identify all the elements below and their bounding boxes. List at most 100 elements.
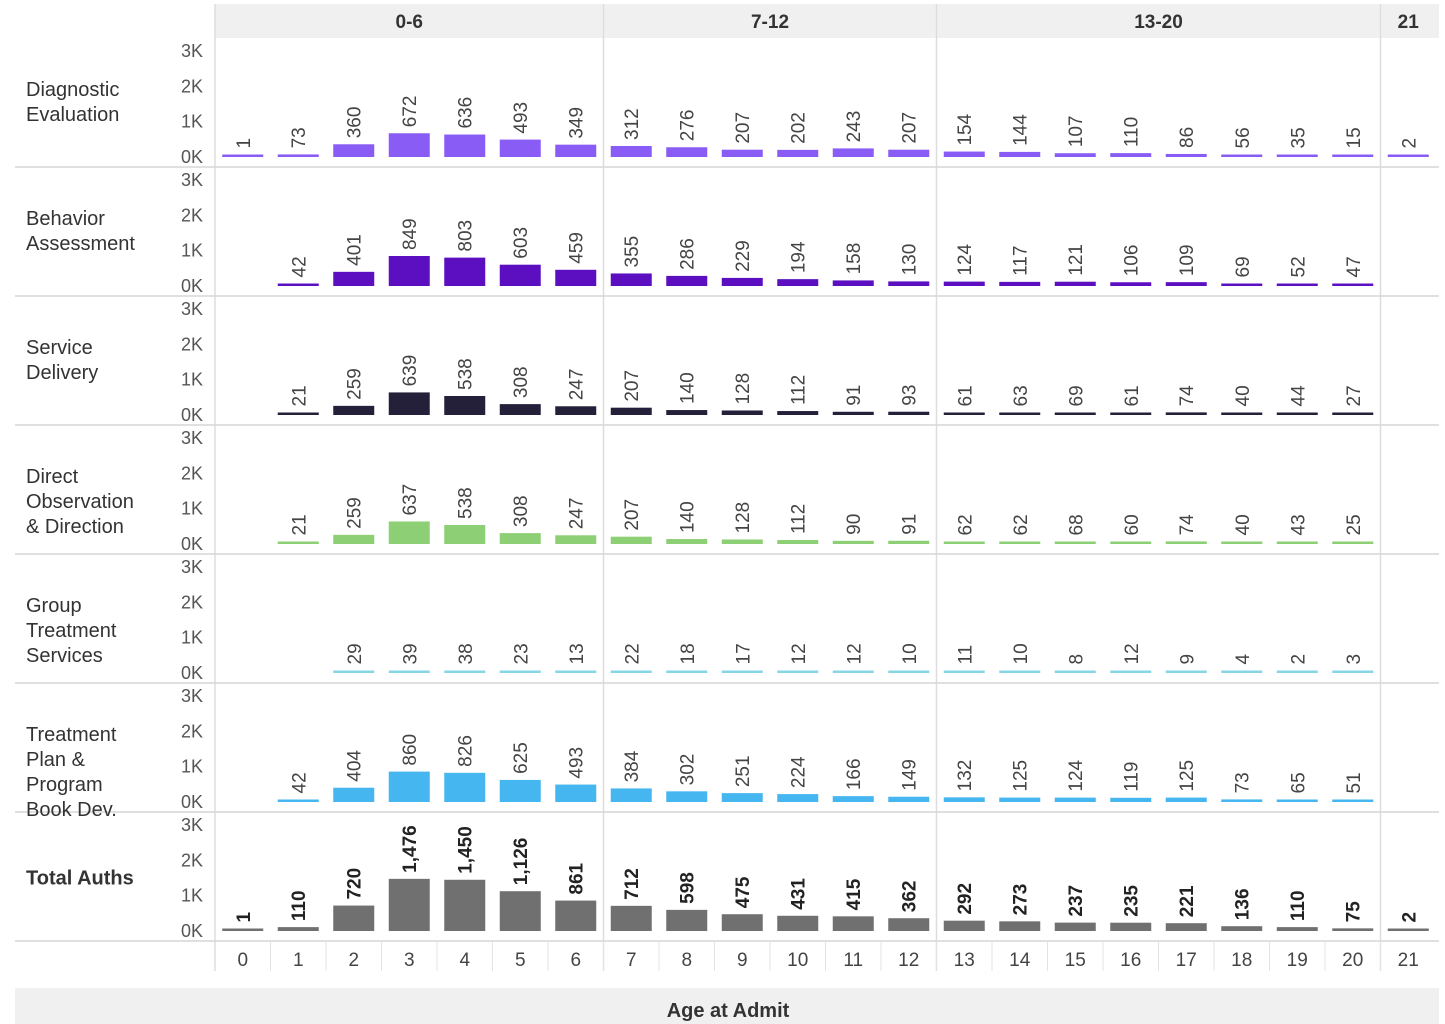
bar: [943, 670, 985, 673]
y-tick-label: 2K: [181, 76, 203, 96]
data-label: 40: [1233, 514, 1254, 535]
bar: [721, 914, 763, 931]
data-label: 158: [844, 243, 865, 275]
bar: [333, 144, 375, 157]
bar: [444, 879, 486, 931]
bar: [1054, 922, 1096, 931]
bar: [388, 392, 430, 415]
data-label: 207: [622, 499, 643, 531]
data-label: 68: [1066, 514, 1087, 535]
data-label: 69: [1066, 385, 1087, 406]
data-label: 23: [511, 643, 532, 664]
bar: [721, 670, 763, 673]
data-label: 9: [1177, 654, 1198, 665]
bar: [1221, 283, 1263, 286]
data-label: 17: [733, 643, 754, 664]
bar: [610, 273, 652, 286]
data-label: 125: [1011, 760, 1032, 792]
bar: [277, 927, 319, 931]
row-label: Observation: [26, 491, 134, 513]
bar: [333, 787, 375, 802]
data-label: 247: [567, 498, 588, 530]
bar: [943, 797, 985, 802]
bar: [1276, 154, 1318, 157]
bar: [610, 145, 652, 157]
data-label: 110: [1122, 117, 1143, 147]
data-label: 636: [456, 97, 477, 129]
bar: [555, 269, 597, 286]
bar: [388, 670, 430, 673]
data-label: 25: [1344, 514, 1365, 535]
data-label: 110: [289, 890, 310, 921]
data-label: 401: [345, 234, 366, 266]
x-tick-label: 8: [681, 950, 692, 971]
bar: [999, 541, 1041, 544]
bar: [999, 412, 1041, 415]
x-tick-label: 16: [1120, 950, 1141, 971]
bar: [1165, 797, 1207, 802]
bar: [1054, 281, 1096, 286]
bar: [277, 283, 319, 286]
bar: [721, 410, 763, 415]
column-group-label: 13-20: [1134, 12, 1183, 33]
bar: [832, 280, 874, 286]
bar: [832, 916, 874, 931]
x-tick-label: 1: [293, 950, 304, 971]
data-label: 73: [289, 127, 310, 148]
data-label: 404: [345, 750, 366, 782]
y-tick-label: 3K: [181, 686, 203, 706]
data-label: 360: [345, 107, 366, 139]
y-tick-label: 0K: [181, 792, 203, 812]
x-tick-label: 15: [1065, 950, 1086, 971]
data-label: 154: [955, 113, 976, 145]
bar: [277, 541, 319, 544]
data-label: 292: [955, 883, 976, 915]
data-label: 44: [1288, 385, 1309, 407]
data-label: 1: [234, 138, 255, 149]
bar: [721, 277, 763, 286]
data-label: 276: [678, 110, 699, 142]
y-tick-label: 3K: [181, 428, 203, 448]
data-label: 13: [567, 643, 588, 664]
data-label: 106: [1122, 245, 1143, 277]
data-label: 431: [789, 878, 810, 910]
data-label: 1,126: [511, 838, 532, 886]
data-label: 235: [1122, 885, 1143, 917]
bar: [1332, 154, 1374, 157]
data-label: 538: [456, 487, 477, 519]
data-label: 2: [1399, 138, 1420, 149]
data-label: 144: [1011, 114, 1032, 146]
bar: [277, 412, 319, 415]
data-label: 826: [456, 735, 477, 767]
data-label: 349: [567, 107, 588, 139]
bar: [1110, 153, 1152, 157]
row-label: Book Dev.: [26, 799, 117, 821]
bar: [777, 279, 819, 286]
data-label: 74: [1177, 514, 1198, 536]
data-label: 35: [1288, 127, 1309, 148]
row-label: Treatment: [26, 620, 117, 642]
bar: [1221, 154, 1263, 157]
data-label: 121: [1066, 244, 1087, 276]
bar: [1165, 670, 1207, 673]
bar: [1221, 412, 1263, 415]
data-label: 124: [955, 243, 976, 275]
data-label: 8: [1066, 654, 1087, 665]
x-tick-label: 17: [1176, 950, 1197, 971]
bar: [666, 670, 708, 673]
data-label: 112: [789, 375, 810, 405]
bar: [222, 928, 264, 931]
bar: [610, 670, 652, 673]
data-label: 860: [400, 734, 421, 766]
bar: [1221, 926, 1263, 931]
bar: [943, 281, 985, 286]
y-tick-label: 1K: [181, 886, 203, 906]
row-label: Direct: [26, 466, 79, 488]
data-label: 39: [400, 643, 421, 664]
bar: [666, 909, 708, 931]
y-tick-label: 0K: [181, 405, 203, 425]
data-label: 93: [900, 385, 921, 406]
data-label: 74: [1177, 385, 1198, 407]
bar: [1387, 928, 1429, 931]
bar: [888, 796, 930, 802]
